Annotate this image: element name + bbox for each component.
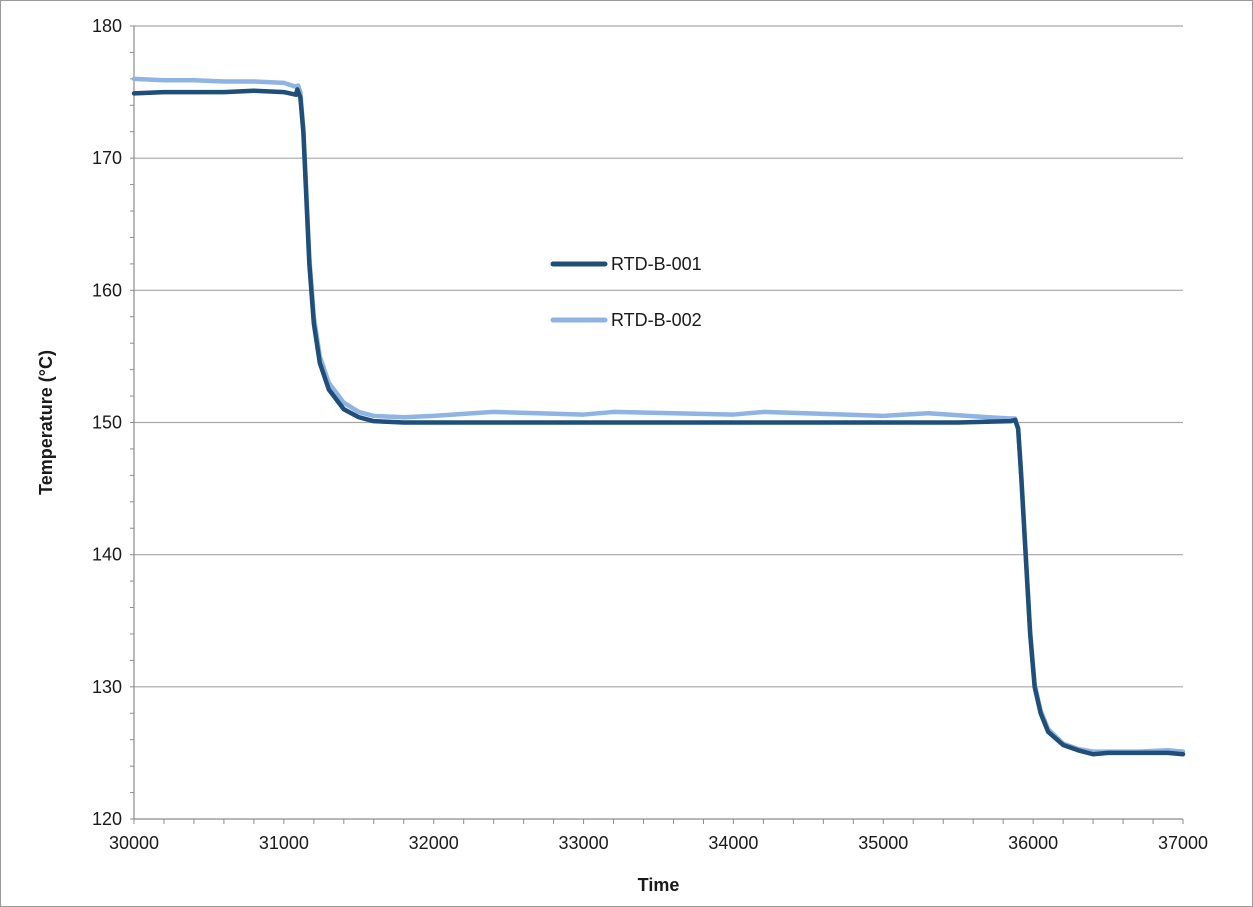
axes bbox=[130, 25, 1184, 824]
x-axis-title: Time bbox=[638, 875, 680, 895]
x-tick-label: 31000 bbox=[259, 833, 309, 853]
x-tick-label: 33000 bbox=[559, 833, 609, 853]
y-tick-label: 170 bbox=[92, 148, 122, 168]
x-tick-label: 34000 bbox=[708, 833, 758, 853]
series-line-rtd-b-001 bbox=[131, 87, 1186, 757]
legend: RTD-B-001 RTD-B-002 bbox=[550, 254, 702, 330]
y-axis-title: Temperature (°C) bbox=[36, 350, 56, 495]
legend-label: RTD-B-002 bbox=[611, 310, 702, 330]
series-lines bbox=[131, 76, 1186, 757]
series-line-rtd-b-002 bbox=[131, 76, 1186, 754]
y-tick-label: 130 bbox=[92, 677, 122, 697]
y-tick-label: 180 bbox=[92, 16, 122, 36]
y-tick-label: 150 bbox=[92, 413, 122, 433]
y-tick-label: 120 bbox=[92, 809, 122, 829]
x-tick-label: 32000 bbox=[409, 833, 459, 853]
legend-label: RTD-B-001 bbox=[611, 254, 702, 274]
x-tick-label: 35000 bbox=[858, 833, 908, 853]
y-tick-label: 160 bbox=[92, 280, 122, 300]
tick-labels: 120 130 140 150 160 170 180 30000 31000 32000 3300… bbox=[92, 16, 1208, 853]
x-tick-label: 36000 bbox=[1008, 833, 1058, 853]
y-tick-label: 140 bbox=[92, 545, 122, 565]
x-tick-label: 37000 bbox=[1158, 833, 1208, 853]
x-tick-label: 30000 bbox=[109, 833, 159, 853]
